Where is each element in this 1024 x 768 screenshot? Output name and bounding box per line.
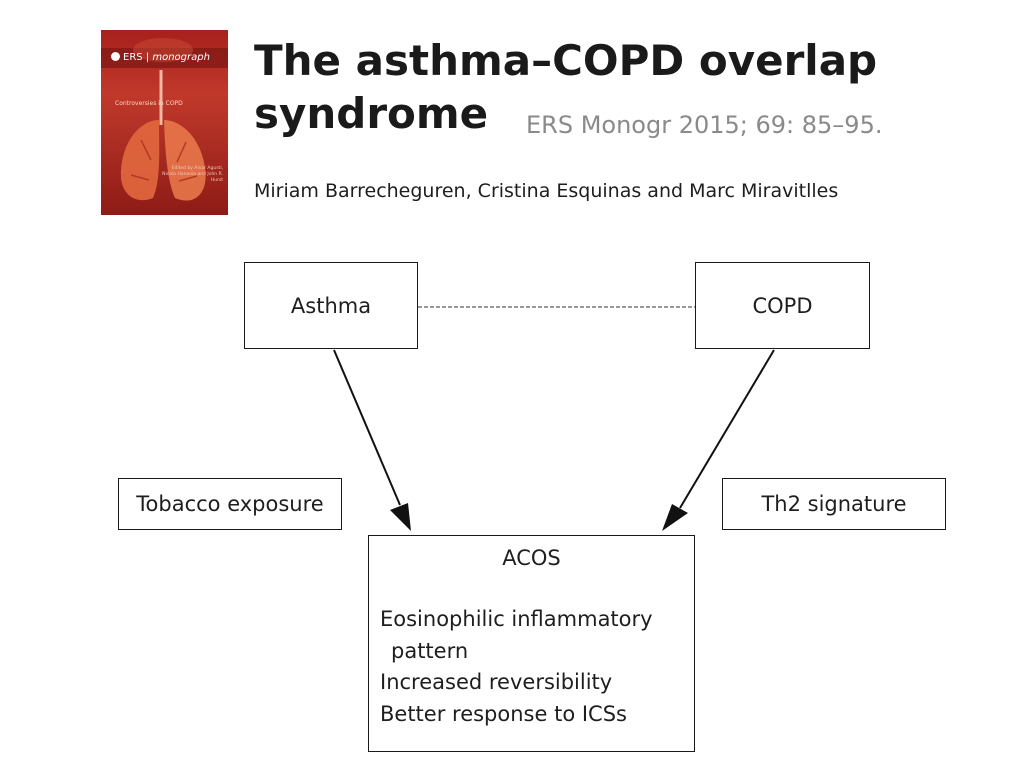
acos-features-list: Eosinophilic inflammatory pattern Increa… <box>380 604 653 730</box>
cover-subtitle: Controversies in COPD <box>115 100 183 107</box>
copd-box: COPD <box>695 262 870 349</box>
authors: Miriam Barrecheguren, Cristina Esquinas … <box>254 180 839 202</box>
acos-feature: Eosinophilic inflammatory <box>380 607 653 631</box>
copd-arrowhead <box>662 504 688 531</box>
tobacco-exposure-box: Tobacco exposure <box>118 478 342 530</box>
ers-monograph-logo: ERS | monograph <box>111 52 210 63</box>
copd-to-acos-arrow <box>679 349 775 509</box>
asthma-to-acos-arrow <box>333 349 401 506</box>
acos-feature: pattern <box>391 638 469 663</box>
citation: ERS Monogr 2015; 69: 85–95. <box>526 111 883 139</box>
th2-signature-box: Th2 signature <box>722 478 946 530</box>
acos-feature: Better response to ICSs <box>380 701 627 726</box>
cover-editors: Edited by Alvar Agustí, Nicola Hanania a… <box>162 166 223 183</box>
acos-feature: Increased reversibility <box>380 670 613 694</box>
asthma-box: Asthma <box>244 262 418 349</box>
page-title: The asthma–COPD overlap syndrome <box>254 36 878 138</box>
lungs-illustration <box>101 38 228 201</box>
monograph-cover-image: ERS | monograph Controversies in COPD Ed… <box>101 30 228 215</box>
ers-logo-icon <box>111 52 120 61</box>
acos-box: ACOS Eosinophilic inflammatory pattern I… <box>368 535 695 752</box>
acos-title: ACOS <box>502 546 561 570</box>
asthma-arrowhead <box>390 503 411 531</box>
